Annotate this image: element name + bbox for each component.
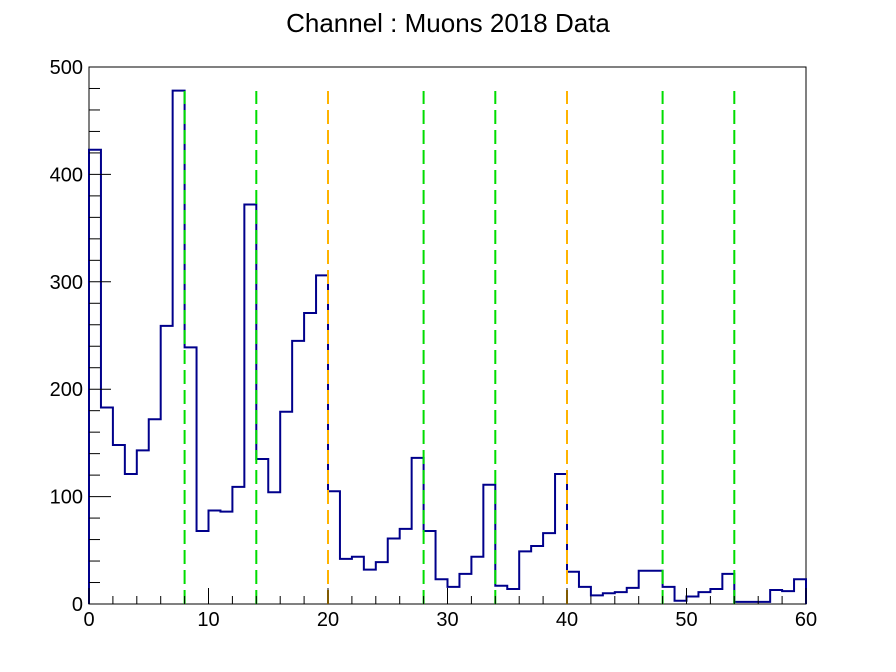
histogram-bin [400,529,412,604]
histogram-bin [185,347,197,604]
x-tick-label: 50 [675,609,697,631]
histogram-bin [603,593,615,604]
histogram-bin [268,492,280,604]
histogram-bin [412,458,424,604]
y-tick-label: 500 [50,57,83,79]
histogram-bin [507,589,519,604]
histogram-bin [173,91,185,604]
histogram-bin [471,557,483,604]
histogram-bin [364,570,376,604]
x-tick-label: 40 [556,609,578,631]
chart-title: Channel : Muons 2018 Data [286,8,610,38]
histogram-bin [316,275,328,604]
histogram-bin [615,592,627,604]
histogram-bin [722,574,734,604]
x-tick-label: 20 [317,609,339,631]
histogram-bin [340,559,352,604]
histogram-bin [125,474,137,604]
histogram-bin [591,595,603,604]
histogram-bin [579,587,591,604]
histogram-bin [244,204,256,604]
histogram-bin [698,592,710,604]
histogram-bin [304,313,316,604]
histogram-bin [639,571,651,604]
histogram-bin [101,407,113,604]
x-tick-label: 10 [197,609,219,631]
histogram-bin [555,474,567,604]
y-tick-label: 400 [50,164,83,186]
histogram-bin [232,487,244,604]
y-tick-label: 100 [50,487,83,509]
y-tick-label: 300 [50,272,83,294]
histogram-bin [770,590,782,604]
histogram-bin [113,445,125,604]
histogram-bin [651,571,663,604]
histogram-bin [328,491,340,604]
y-tick-label: 200 [50,379,83,401]
histogram-bin [280,412,292,604]
histogram-bin [436,579,448,604]
histogram-bin [782,591,794,604]
histogram-bin [531,546,543,604]
histogram-bin [483,485,495,604]
histogram-bin [459,574,471,604]
histogram-bin [495,586,507,604]
histogram-bin [710,589,722,604]
histogram-bin [149,419,161,604]
histogram-bin [388,538,400,604]
histogram-bin [663,587,675,604]
histogram-bin [424,531,436,604]
histogram-bin [161,326,173,604]
x-tick-label: 30 [436,609,458,631]
x-tick-label: 0 [83,609,94,631]
histogram-bin [197,531,209,604]
histogram-bin [137,450,149,604]
histogram-bin [794,579,806,604]
histogram-bin [627,588,639,604]
histogram-bin [519,551,531,604]
x-tick-label: 60 [795,609,817,631]
histogram-bin [209,511,221,604]
histogram-bin [256,459,268,604]
histogram-bin [292,341,304,604]
histogram-bin [448,587,460,604]
histogram-outline [88,89,807,604]
histogram-bin [543,533,555,604]
histogram-bin [376,562,388,604]
histogram-bin [352,557,364,604]
histogram-bin [220,512,232,604]
histogram-bin [687,596,699,604]
y-tick-label: 0 [72,594,83,616]
histogram-bin [567,572,579,604]
